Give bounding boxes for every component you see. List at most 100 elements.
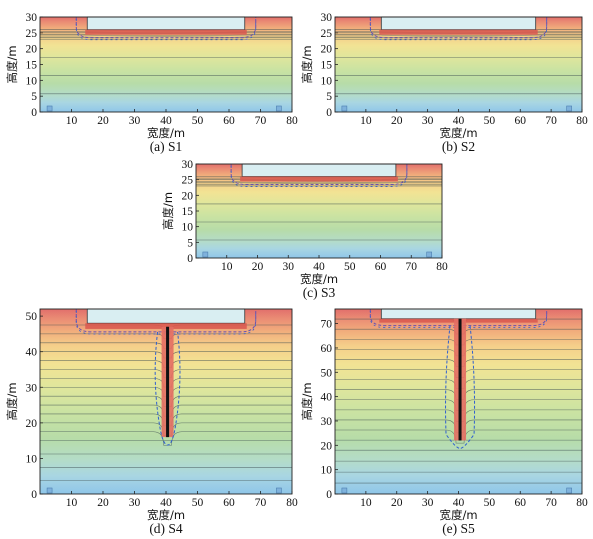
x-tick-label-b-30: 30 (422, 115, 434, 127)
x-tick-label-c-10: 10 (221, 261, 233, 273)
y-tick-label-a-5: 5 (31, 91, 37, 103)
y-tick-label-b-30: 30 (321, 12, 333, 24)
y-tick-label-d-10: 10 (26, 453, 38, 465)
y-tick-label-d-40: 40 (26, 347, 38, 359)
x-tick-label-d-70: 70 (255, 497, 267, 509)
x-tick-label-a-70: 70 (255, 115, 267, 127)
x-tick-label-c-40: 40 (313, 261, 325, 273)
y-tick-label-b-25: 25 (321, 28, 333, 40)
x-tick-label-a-20: 20 (97, 115, 109, 127)
y-tick-label-e-20: 20 (321, 440, 333, 452)
drain-marker-b-0 (341, 105, 348, 112)
x-tick-label-b-60: 60 (515, 115, 527, 127)
y-tick-label-e-60: 60 (321, 343, 333, 355)
caption-d: (d) S4 (149, 521, 183, 536)
caption-a: (a) S1 (150, 139, 183, 154)
contour-map-c (196, 163, 442, 258)
y-tick-label-b-5: 5 (326, 91, 332, 103)
x-tick-label-e-60: 60 (515, 497, 527, 509)
drain-marker-d-1 (276, 487, 282, 494)
excavation-pit-b (380, 16, 537, 31)
x-tick-label-d-80: 80 (286, 497, 298, 509)
contour-map-e (335, 308, 582, 494)
panel-b-s2: 10 20 30 40 50 60 70 80 0 5 10 15 20 25 30 宽度/m 高度/m (… (300, 12, 588, 154)
x-tick-label-a-80: 80 (286, 115, 298, 127)
y-tick-label-b-15: 15 (321, 60, 333, 72)
y-tick-label-c-0: 0 (187, 253, 193, 265)
x-tick-label-b-50: 50 (484, 115, 496, 127)
axes-a: 10 20 30 40 50 60 70 80 0 5 10 15 20 25 30 (26, 12, 299, 127)
x-tick-label-e-40: 40 (453, 497, 465, 509)
caption-b: (b) S2 (442, 139, 475, 154)
x-tick-label-e-20: 20 (391, 497, 403, 509)
axes-b: 10 20 30 40 50 60 70 80 0 5 10 15 20 25 30 (321, 12, 589, 127)
x-axis-label-c: 宽度/m (300, 272, 338, 286)
y-tick-label-e-0: 0 (326, 489, 332, 501)
y-axis-label-b: 高度/m (300, 45, 314, 83)
wall-plastic-envelope-e (445, 325, 476, 449)
caption-c: (c) S3 (303, 285, 336, 300)
yield-zone-c (240, 176, 398, 182)
drain-marker-e-1 (566, 487, 572, 494)
y-tick-label-d-0: 0 (31, 489, 37, 501)
yield-zone-a (85, 29, 247, 35)
drain-marker-c-0 (202, 251, 209, 258)
x-tick-label-d-40: 40 (160, 497, 172, 509)
y-tick-label-c-20: 20 (182, 190, 194, 202)
y-tick-label-c-5: 5 (187, 237, 193, 249)
x-tick-label-b-70: 70 (545, 115, 557, 127)
x-tick-label-c-80: 80 (436, 261, 448, 273)
x-tick-label-c-70: 70 (406, 261, 418, 273)
y-tick-label-b-20: 20 (321, 44, 333, 56)
y-tick-label-a-0: 0 (31, 107, 37, 119)
y-tick-label-a-20: 20 (26, 44, 38, 56)
y-tick-label-a-15: 15 (26, 60, 38, 72)
contour-map-d (40, 308, 292, 494)
plastic-envelope-outer-a (75, 19, 257, 41)
x-tick-label-e-70: 70 (545, 497, 557, 509)
x-tick-label-e-10: 10 (360, 497, 372, 509)
drain-marker-e-0 (341, 487, 348, 494)
excavation-pit-e (380, 308, 537, 320)
y-axis-label-e: 高度/m (300, 382, 314, 420)
y-axis-label-a: 高度/m (5, 45, 19, 83)
axes-e: 10 20 30 40 50 60 70 80 0 10 20 30 40 50 60 70 (321, 308, 588, 509)
y-tick-label-c-15: 15 (182, 206, 194, 218)
x-axis-label-a: 宽度/m (147, 126, 185, 140)
contour-map-b (335, 16, 582, 112)
y-axis-label-d: 高度/m (5, 382, 19, 420)
contour-line-a-5 (40, 34, 292, 37)
x-tick-label-b-10: 10 (360, 115, 372, 127)
yield-zone-b (379, 29, 538, 35)
drain-marker-c-1 (426, 251, 433, 258)
x-tick-label-b-40: 40 (453, 115, 465, 127)
y-tick-label-d-20: 20 (26, 418, 38, 430)
y-axis-label-c: 高度/m (161, 192, 175, 230)
drain-marker-d-0 (46, 487, 53, 494)
x-tick-label-c-50: 50 (344, 261, 356, 273)
x-tick-label-a-30: 30 (129, 115, 141, 127)
y-tick-label-c-25: 25 (182, 175, 194, 187)
x-tick-label-e-80: 80 (576, 497, 588, 509)
drain-marker-a-1 (276, 105, 282, 112)
contour-line-e-5 (335, 429, 582, 444)
plastic-envelope-c (230, 164, 408, 186)
contour-map-a (40, 16, 292, 112)
x-tick-label-d-30: 30 (129, 497, 141, 509)
x-tick-label-b-80: 80 (576, 115, 588, 127)
x-tick-label-c-20: 20 (252, 261, 264, 273)
plastic-envelope-outer-d (75, 311, 257, 335)
panel-c-s3: 10 20 30 40 50 60 70 80 0 5 10 15 20 25 30 宽度/m 高度/m (… (161, 159, 448, 300)
y-tick-label-a-30: 30 (26, 12, 38, 24)
x-axis-label-d: 宽度/m (147, 508, 185, 522)
y-tick-label-a-25: 25 (26, 28, 38, 40)
x-tick-label-e-30: 30 (422, 497, 434, 509)
drain-marker-a-0 (46, 105, 53, 112)
x-tick-label-c-60: 60 (375, 261, 387, 273)
y-tick-label-b-10: 10 (321, 75, 333, 87)
y-tick-label-a-10: 10 (26, 75, 38, 87)
x-axis-label-b: 宽度/m (439, 126, 477, 140)
yield-zone-d (85, 323, 247, 329)
x-tick-label-c-30: 30 (283, 261, 295, 273)
